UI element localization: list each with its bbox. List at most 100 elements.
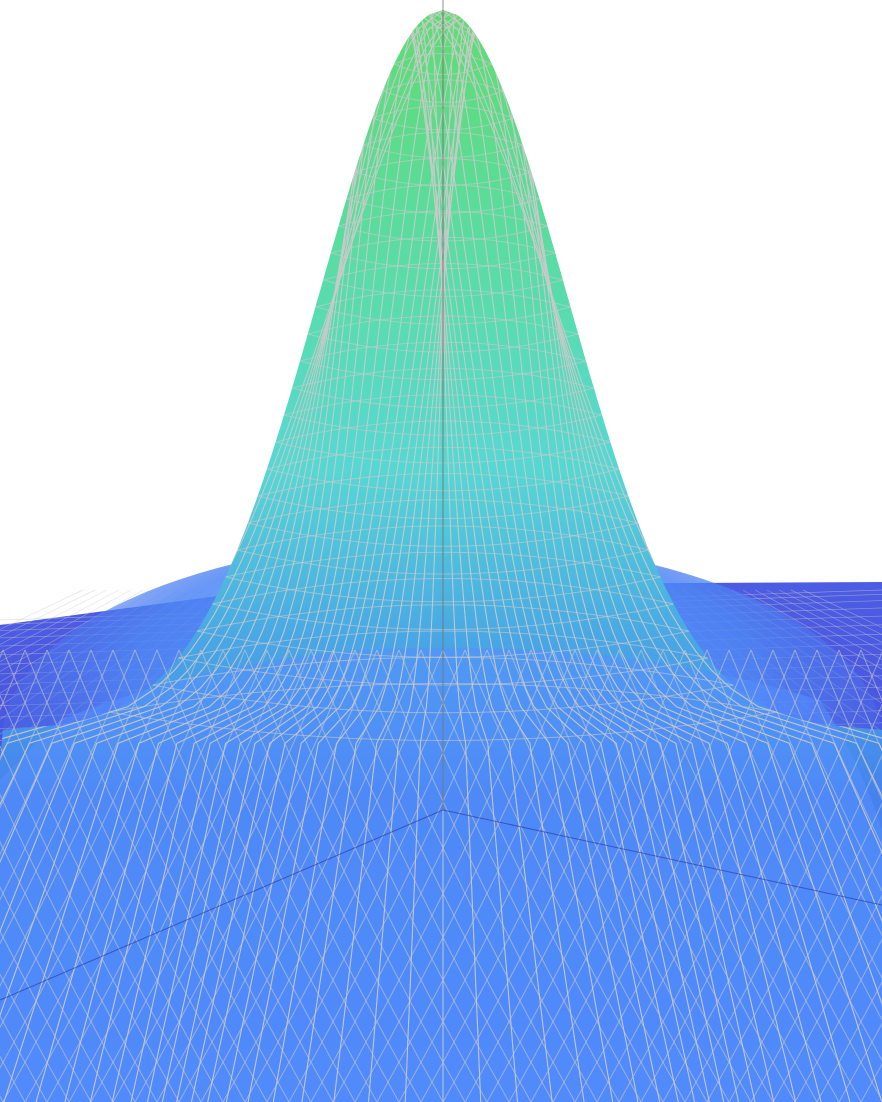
front-mesh-line [222,649,444,1102]
surface-mesh-line [0,10,444,1102]
front-mesh-line [794,649,882,848]
bell-front-lower-region [0,647,882,1102]
front-mesh-line [574,649,796,1102]
front-mesh-line [640,649,862,1102]
front-mesh-line [0,886,114,1102]
surface-mesh-line [442,10,882,1102]
front-mesh-line [2,649,224,1102]
front-mesh-line [684,703,882,1102]
surface-mesh-line [404,10,456,1102]
front-mesh-line [640,649,862,1102]
front-mesh-line [244,649,466,1102]
front-mesh-line [0,649,70,810]
surface-mesh-line [271,10,484,1102]
front-mesh-line [0,1014,48,1102]
front-mesh-line [0,649,48,761]
front-mesh-line [354,649,576,1102]
front-mesh-line [134,649,356,1102]
front-mesh-line [772,649,882,893]
front-mesh-line [706,753,882,1102]
front-mesh-line [0,694,202,1102]
front-mesh-line [46,649,268,1102]
surface-mesh-line [481,10,799,1102]
front-mesh-line [552,649,774,1102]
surface-mesh-line [405,10,586,1102]
front-mesh-line [728,802,882,1102]
surface-mesh-line [464,10,882,1102]
front-mesh-line [420,649,642,1102]
y-axis-line [442,809,882,906]
front-mesh-line [134,649,356,1102]
plane-grid-line [0,589,156,683]
front-mesh-line [0,649,158,987]
front-mesh-line [838,1022,882,1102]
surface-mesh-line [448,10,726,1102]
surface-mesh-line [425,10,697,1102]
surface-mesh-line [160,10,438,1102]
front-mesh-line [46,649,268,1102]
front-mesh-line [2,649,224,1102]
front-mesh-line [376,649,598,1102]
front-mesh-line [706,649,882,1021]
front-mesh-line [156,649,378,1102]
front-mesh-line [222,649,444,1102]
front-mesh-line [618,649,840,1102]
front-mesh-line [310,649,532,1102]
front-mesh-line [508,649,730,1102]
front-mesh-line [332,649,554,1102]
front-region-mesh [0,649,882,1102]
surface-mesh-line [300,10,481,1102]
front-mesh-line [0,649,202,1069]
front-mesh-line [332,649,554,1102]
front-mesh-line [0,649,114,901]
front-mesh-line [662,651,882,1102]
front-mesh-line [266,649,488,1102]
front-mesh-line [288,649,510,1102]
surface-mesh-line [453,10,882,1102]
front-mesh-line [816,649,882,801]
surface-mesh-line [470,10,758,1102]
front-mesh-line [398,649,620,1102]
front-mesh-line [662,649,882,1102]
plane-grid-line [730,589,882,680]
surface-mesh-line [402,10,615,1102]
surface-mesh-line [189,10,461,1102]
front-mesh-line [530,649,752,1102]
front-mesh-line [0,973,70,1102]
front-mesh-line [816,980,882,1102]
surface-mesh-line [460,10,741,1102]
front-mesh-line [90,649,312,1102]
front-mesh-line [596,649,818,1102]
front-mesh-line [552,649,774,1102]
front-mesh-line [112,649,334,1102]
front-mesh-line [618,649,840,1102]
surface-mesh-line [145,10,426,1102]
bell-surface [0,10,882,1102]
front-mesh-line [464,649,686,1102]
front-mesh-line [24,649,246,1102]
front-mesh-line [486,649,708,1102]
front-mesh-line [244,649,466,1102]
front-mesh-line [376,649,598,1102]
front-mesh-line [266,649,488,1102]
front-mesh-line [772,894,882,1102]
surface-mesh-line [246,10,483,1102]
front-mesh-line [0,840,136,1102]
front-mesh-line [684,649,882,1062]
front-mesh-line [68,649,290,1102]
front-mesh-line [354,649,576,1102]
front-mesh-line [156,649,378,1102]
surface-mesh-line [87,10,405,1102]
front-mesh-line [596,649,818,1102]
front-mesh-line [310,649,532,1102]
axes [0,0,882,1001]
front-mesh-line [0,793,158,1102]
front-mesh-line [442,649,664,1102]
front-mesh-line [0,744,180,1102]
front-mesh-line [530,649,752,1102]
front-mesh-line [200,649,422,1102]
surface-mesh-line [0,10,456,1102]
surface-mesh-line [436,10,712,1102]
